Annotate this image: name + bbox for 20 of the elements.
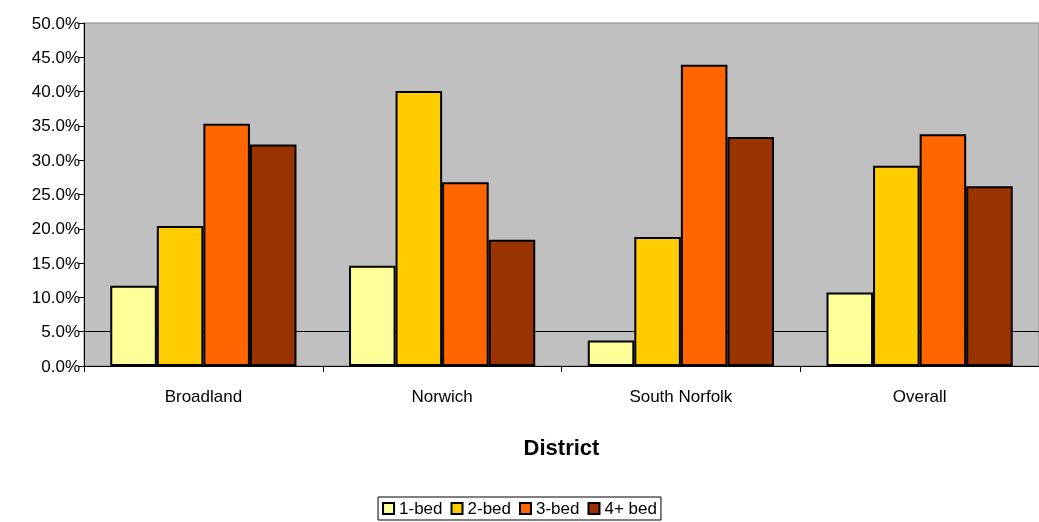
y-tick-label: 30.0%: [31, 150, 80, 170]
legend-label: 2-bed: [467, 499, 512, 518]
y-tick-label: 45.0%: [31, 47, 80, 67]
y-tick-label: 20.0%: [31, 219, 80, 239]
y-tick-label: 35.0%: [31, 116, 80, 136]
y-tick-label: 0.0%: [41, 356, 80, 376]
legend-label: 1-bed: [399, 499, 443, 518]
x-tick-label: Norwich: [411, 387, 473, 406]
x-axis-title: District: [523, 434, 601, 460]
y-tick-label: 25.0%: [31, 185, 80, 204]
legend-label: 3-bed: [536, 499, 580, 518]
legend-label: 4+ bed: [604, 499, 657, 518]
x-tick-label: Broadland: [164, 387, 243, 406]
y-tick-label: 15.0%: [31, 253, 80, 273]
y-tick-label: 10.0%: [31, 287, 80, 307]
x-tick-label: South Norfolk: [629, 387, 733, 406]
y-tick-label: 50.0%: [31, 13, 80, 33]
x-tick-label: Overall: [892, 387, 947, 406]
y-tick-label: 40.0%: [31, 82, 80, 102]
y-tick-label: 5.0%: [41, 322, 80, 342]
